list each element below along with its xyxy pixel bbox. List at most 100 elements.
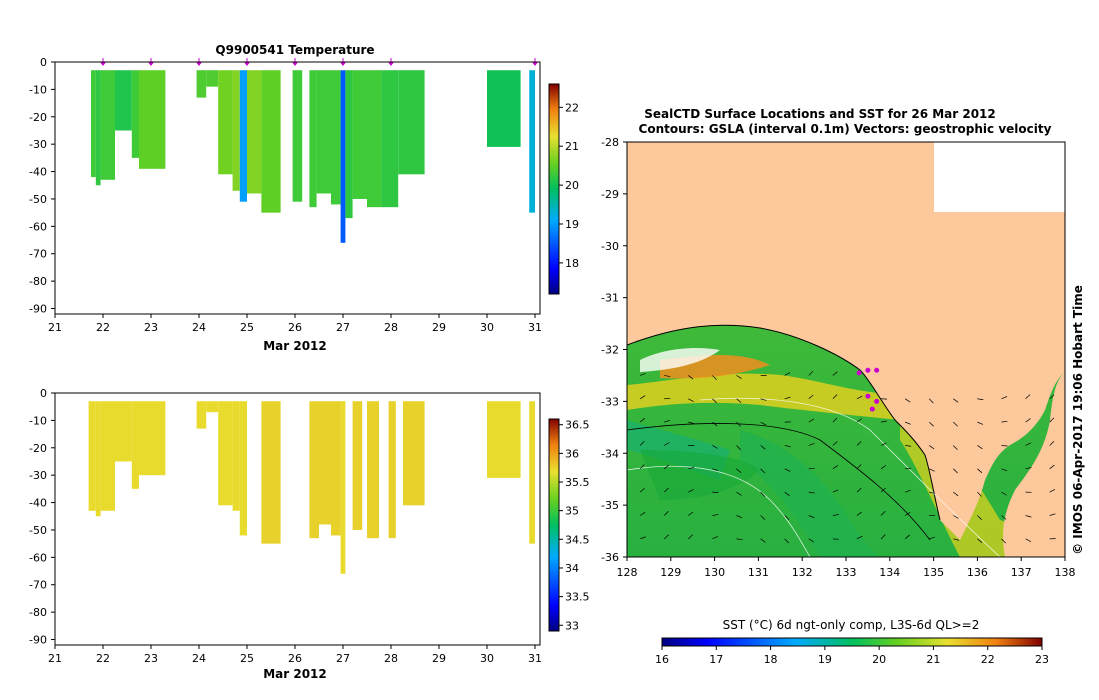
geostrophic-vector-61 [808, 491, 815, 494]
geostrophic-vector-105 [953, 515, 959, 519]
geostrophic-vector-6 [639, 512, 646, 516]
geostrophic-vector-78 [856, 535, 863, 540]
sal-xtick-label-1: 22 [96, 652, 110, 665]
map-lat-tick-label-5: -33 [601, 395, 619, 408]
map-lat-tick-label-6: -34 [601, 447, 619, 460]
geostrophic-vector-119 [1001, 515, 1007, 520]
sal-cbtick-label-3: 35 [565, 505, 579, 518]
geostrophic-vector-20 [688, 467, 695, 470]
geostrophic-vector-91 [904, 511, 911, 516]
geostrophic-vector-56 [808, 370, 814, 376]
temp-profile-4 [131, 70, 139, 158]
temperature-y-axis: 0 -10 -20 -30 -40 -50 -60 -70 -80 -90 [29, 56, 55, 316]
sal-ytick-label-6: -60 [29, 551, 47, 564]
map-cbtick-label-4: 20 [872, 653, 886, 666]
temp-xtick-label-8: 29 [432, 321, 446, 334]
temp-profile-16 [331, 70, 341, 205]
salinity-xlabel: Mar 2012 [263, 667, 327, 681]
geostrophic-vector-124 [1025, 467, 1032, 470]
geostrophic-vector-33 [736, 398, 742, 403]
geostrophic-vector-77 [856, 511, 862, 516]
geostrophic-vector-65 [832, 394, 838, 400]
geostrophic-vector-112 [977, 515, 982, 520]
gsla-contour-1 [627, 465, 811, 557]
sal-profile-9 [232, 401, 240, 511]
geostrophic-vector-8 [664, 375, 671, 377]
geostrophic-vector-107 [977, 398, 984, 401]
sal-cbtick-label-1: 36 [565, 447, 579, 460]
salinity-y-axis: 0 -10 -20 -30 -40 -50 -60 -70 -80 -90 [29, 387, 55, 647]
temp-xtick-label-6: 27 [336, 321, 350, 334]
geostrophic-vector-128 [1049, 394, 1055, 400]
map-cbtick-label-0: 16 [655, 653, 669, 666]
geostrophic-vector-120 [1001, 538, 1006, 544]
temperature-title: Q9900541 Temperature [215, 43, 374, 57]
geostrophic-vector-47 [760, 538, 766, 543]
geostrophic-vector-92 [904, 534, 910, 540]
sal-cbtick-label-5: 34 [565, 562, 579, 575]
sal-ytick-label-9: -90 [29, 634, 47, 647]
geostrophic-vector-39 [736, 538, 743, 541]
geostrophic-vector-129 [1049, 417, 1055, 423]
geostrophic-vector-72 [856, 395, 863, 400]
sal-profile-18 [388, 401, 396, 539]
geostrophic-vector-84 [880, 510, 886, 516]
seal-location-1 [865, 367, 871, 373]
temp-profile-19 [352, 70, 367, 199]
temp-profile-14 [309, 70, 317, 208]
temp-xtick-label-9: 30 [480, 321, 494, 334]
temp-xtick-label-4: 25 [240, 321, 254, 334]
geostrophic-vector-96 [929, 468, 935, 472]
temp-cbtick-label-3: 19 [565, 218, 579, 231]
map-lon-tick-label-4: 132 [792, 566, 813, 579]
map-lon-tick-label-8: 136 [967, 566, 988, 579]
temp-profile-23 [487, 70, 521, 147]
geostrophic-vector-103 [953, 468, 958, 474]
temp-profile-18 [345, 70, 353, 219]
geostrophic-vector-0 [640, 372, 646, 376]
sal-xtick-label-9: 30 [480, 652, 494, 665]
temperature-axes-frame [54, 61, 541, 315]
sal-profile-0 [88, 401, 96, 511]
map-lon-tick-label-0: 128 [617, 566, 638, 579]
geostrophic-vector-5 [639, 487, 645, 493]
map-subtitle: Contours: GSLA (interval 0.1m) Vectors: … [639, 122, 1052, 136]
sal-profile-4 [131, 401, 139, 489]
geostrophic-vector-37 [736, 491, 742, 496]
geostrophic-vector-100 [953, 398, 959, 403]
sal-cbtick-label-2: 35.5 [565, 476, 590, 489]
salinity-x-axis: 21 22 23 24 25 26 27 28 29 30 31 [48, 645, 542, 665]
no-data-region [934, 142, 1065, 212]
temp-marker-head-5 [340, 62, 346, 66]
land-mass [627, 142, 1065, 540]
geostrophic-vector-31 [712, 536, 719, 540]
sst-mid [640, 450, 760, 500]
temp-xtick-label-3: 24 [192, 321, 206, 334]
geostrophic-vector-55 [784, 538, 790, 544]
temp-profile-5 [139, 70, 166, 169]
sal-xtick-label-3: 24 [192, 652, 206, 665]
sal-xtick-label-10: 31 [528, 652, 542, 665]
sal-profile-3 [115, 401, 132, 462]
salinity-colorbar-ticks: 36.5 36 35.5 35 34.5 34 33.5 33 [559, 419, 590, 632]
map-lon-tick-label-7: 135 [923, 566, 944, 579]
geostrophic-vector-38 [736, 515, 743, 519]
map-lat-tick-label-8: -36 [601, 551, 619, 564]
geostrophic-vector-7 [640, 536, 646, 540]
geostrophic-vector-57 [808, 394, 814, 400]
sal-xtick-label-0: 21 [48, 652, 62, 665]
geostrophic-vector-113 [977, 538, 983, 543]
temp-marker-head-0 [100, 62, 106, 66]
geostrophic-vector-110 [977, 468, 983, 474]
map-cbtick-label-2: 18 [764, 653, 778, 666]
temp-ytick-label-7: -70 [29, 248, 47, 261]
temp-ytick-label-3: -30 [29, 138, 47, 151]
geostrophic-vector-27 [712, 445, 718, 449]
sal-xtick-label-4: 25 [240, 652, 254, 665]
geostrophic-vector-86 [904, 398, 911, 403]
geostrophic-vector-126 [1025, 515, 1032, 518]
temp-profile-13 [292, 70, 303, 202]
geostrophic-vector-82 [880, 465, 887, 470]
sal-cbtick-label-0: 36.5 [565, 419, 590, 432]
